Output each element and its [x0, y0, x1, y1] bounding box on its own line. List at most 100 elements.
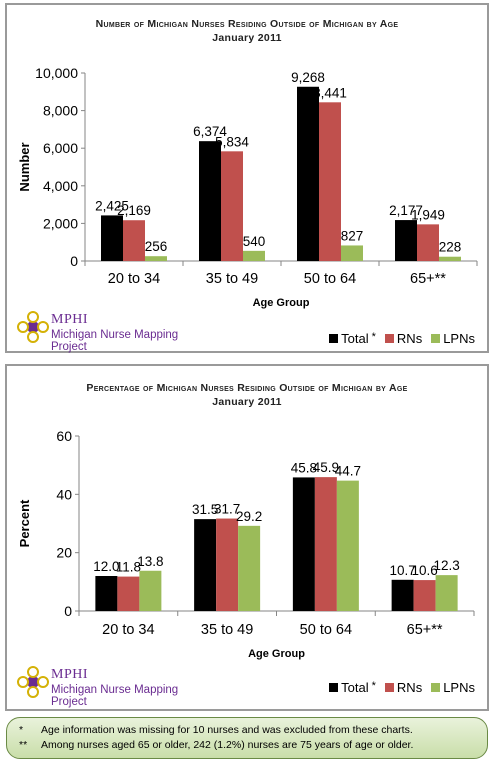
- data-label-lpns: 44.7: [335, 464, 361, 479]
- data-label-lpns: 827: [341, 228, 364, 243]
- bar-rns: [123, 220, 145, 261]
- data-label-total: 6,374: [193, 124, 227, 139]
- chart-title-text: Percentage of Michigan Nurses Residing O…: [86, 382, 408, 394]
- data-label-rns: 31.7: [214, 502, 240, 517]
- bar-lpns: [243, 250, 265, 261]
- legend-item-total: Total *: [329, 680, 376, 695]
- bar-chart-percent: 0 20 40 60 12.011.813.8 20 to 34 31.531.729.2 3…: [17, 428, 475, 660]
- data-label-rns: 2,169: [117, 203, 151, 218]
- bar-rns: [417, 224, 439, 261]
- data-label-total: 2,425: [95, 198, 129, 213]
- legend-swatch-lpns: [431, 683, 441, 692]
- legend-label-total: Total: [341, 680, 369, 695]
- data-label-lpns: 256: [145, 239, 168, 254]
- y-tick-label: 60: [56, 428, 72, 444]
- bar-total: [95, 576, 118, 611]
- chart-subtitle: January 2011: [212, 32, 282, 44]
- bar-total: [297, 86, 319, 261]
- footnote-mark: *: [19, 724, 24, 736]
- bar-lpns: [435, 575, 458, 611]
- x-tick-label: 20 to 34: [108, 271, 160, 287]
- legend-swatch-total: [329, 334, 339, 343]
- y-axis-title: Percent: [17, 499, 32, 547]
- legend-label-rns: RNs: [396, 331, 423, 346]
- x-axis-title: Age Group: [248, 648, 305, 660]
- logo-project-name: Michigan Nurse Mapping Project: [51, 329, 179, 353]
- data-label-total: 10.7: [389, 563, 415, 578]
- legend-swatch-rns: [384, 334, 394, 343]
- bar-lpns: [238, 525, 261, 611]
- x-tick-label: 20 to 34: [102, 622, 154, 638]
- footnote-mark: **: [19, 739, 28, 751]
- bar-total: [395, 220, 417, 261]
- mphi-logo: MPHI Michigan Nurse Mapping Project: [17, 666, 217, 708]
- data-label-rns: 10.6: [411, 563, 437, 578]
- logo-brand: MPHI: [51, 312, 89, 327]
- chart-title-text: Number of Michigan Nurses Residing Outsi…: [95, 18, 399, 30]
- bar-rns: [319, 102, 341, 261]
- x-tick-label: 50 to 64: [304, 271, 356, 287]
- data-label-lpns: 228: [439, 240, 462, 255]
- legend-item-rns: RNs: [384, 331, 423, 346]
- footnote-line-1: * Age information was missing for 10 nur…: [19, 723, 487, 738]
- y-tick-label: 0: [70, 253, 78, 269]
- chart-title: Percentage of Michigan Nurses Residing O…: [7, 381, 487, 409]
- data-label-lpns: 540: [243, 234, 266, 249]
- chart-subtitle: January 2011: [212, 396, 282, 408]
- legend-item-rns: RNs: [384, 680, 423, 695]
- legend-label-lpns: LPNs: [443, 331, 475, 346]
- bar-rns: [413, 580, 436, 611]
- bar-total: [194, 519, 217, 611]
- mphi-logo: MPHI Michigan Nurse Mapping Project: [17, 311, 217, 353]
- bar-total: [292, 477, 315, 611]
- chart-title: Number of Michigan Nurses Residing Outsi…: [7, 17, 487, 45]
- y-tick-label: 0: [64, 603, 72, 619]
- mphi-logo-icon: [17, 311, 49, 343]
- y-tick-label: 4,000: [43, 178, 78, 194]
- y-tick-label: 10,000: [35, 65, 78, 81]
- bar-total: [391, 579, 414, 611]
- footnote-line-2: ** Among nurses aged 65 or older, 242 (1…: [19, 738, 487, 753]
- data-label-total: 9,268: [291, 70, 325, 85]
- x-tick-label: 50 to 64: [300, 622, 352, 638]
- bar-lpns: [341, 245, 363, 261]
- data-label-total: 2,177: [389, 203, 423, 218]
- bar-total: [101, 215, 123, 261]
- y-tick-label: 6,000: [43, 140, 78, 156]
- logo-brand: MPHI: [51, 667, 89, 682]
- data-label-rns: 5,834: [215, 134, 249, 149]
- legend-label-rns: RNs: [396, 680, 423, 695]
- chart-legend: Total * RNs LPNs: [329, 680, 475, 695]
- bar-rns: [117, 576, 140, 611]
- chart-panel-percent: Percentage of Michigan Nurses Residing O…: [5, 364, 489, 711]
- legend-swatch-rns: [384, 683, 394, 692]
- bar-lpns: [336, 480, 359, 611]
- legend-swatch-total: [329, 683, 339, 692]
- mphi-logo-icon: [17, 666, 49, 698]
- x-tick-label: 65+**: [407, 622, 443, 638]
- legend-label-lpns: LPNs: [443, 680, 475, 695]
- chart-panel-number: Number of Michigan Nurses Residing Outsi…: [5, 3, 489, 353]
- footnote-text: Age information was missing for 10 nurse…: [41, 724, 413, 736]
- data-label-lpns: 29.2: [236, 509, 262, 524]
- legend-marker-total: *: [371, 330, 376, 343]
- chart-legend: Total * RNs LPNs: [329, 331, 475, 346]
- bar-lpns: [439, 256, 461, 261]
- legend-item-lpns: LPNs: [431, 680, 475, 695]
- bar-rns: [221, 151, 243, 261]
- y-tick-label: 2,000: [43, 215, 78, 231]
- x-tick-label: 35 to 49: [201, 622, 253, 638]
- data-label-total: 45.8: [291, 460, 317, 475]
- legend-item-total: Total *: [329, 331, 376, 346]
- data-label-rns: 1,949: [411, 207, 445, 222]
- legend-swatch-lpns: [431, 334, 441, 343]
- bar-total: [199, 141, 221, 261]
- legend-item-lpns: LPNs: [431, 331, 475, 346]
- data-label-total: 31.5: [192, 502, 218, 517]
- logo-project-name: Michigan Nurse Mapping Project: [51, 684, 179, 708]
- y-tick-label: 20: [56, 545, 72, 561]
- x-axis-title: Age Group: [253, 297, 310, 309]
- data-label-lpns: 13.8: [137, 554, 163, 569]
- bar-rns: [216, 518, 239, 611]
